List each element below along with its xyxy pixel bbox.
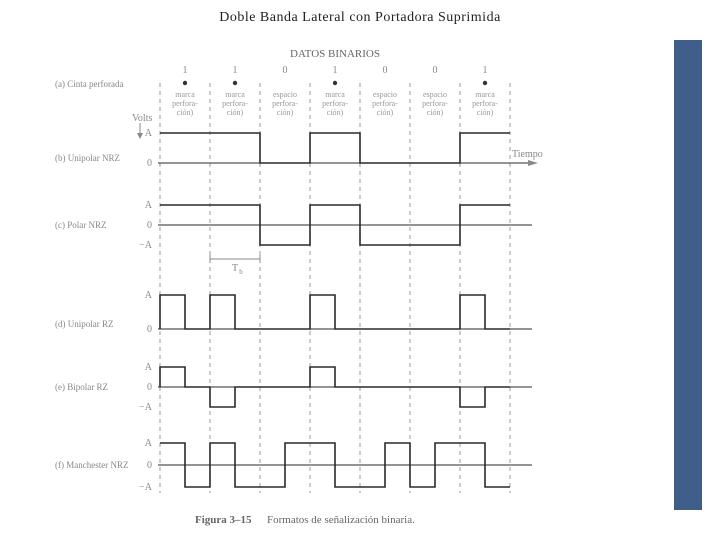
- svg-text:(c) Polar NRZ: (c) Polar NRZ: [55, 220, 107, 230]
- svg-text:(d) Unipolar RZ: (d) Unipolar RZ: [55, 319, 114, 329]
- svg-text:(e) Bipolar RZ: (e) Bipolar RZ: [55, 382, 108, 392]
- svg-text:0: 0: [433, 65, 438, 76]
- svg-text:1: 1: [183, 65, 188, 76]
- svg-text:ción): ción): [227, 108, 244, 117]
- svg-text:1: 1: [233, 65, 238, 76]
- svg-text:marca: marca: [175, 90, 195, 99]
- svg-text:1: 1: [483, 65, 488, 76]
- svg-text:ción): ción): [477, 108, 494, 117]
- svg-text:perfora-: perfora-: [272, 99, 298, 108]
- svg-text:(b) Unipolar NRZ: (b) Unipolar NRZ: [55, 153, 120, 163]
- svg-text:perfora-: perfora-: [422, 99, 448, 108]
- svg-text:perfora-: perfora-: [472, 99, 498, 108]
- svg-text:A: A: [145, 128, 153, 139]
- signal-formats-svg: DATOS BINARIOS 1 1 0 1 0 0 1 (a) Cinta perforada…: [45, 45, 605, 530]
- svg-text:ción): ción): [327, 108, 344, 117]
- svg-text:espacio: espacio: [423, 90, 447, 99]
- svg-text:A: A: [145, 200, 153, 211]
- svg-text:perfora-: perfora-: [222, 99, 248, 108]
- svg-text:−A: −A: [139, 482, 153, 493]
- svg-text:ción): ción): [377, 108, 394, 117]
- svg-text:(f) Manchester NRZ: (f) Manchester NRZ: [55, 460, 128, 470]
- svg-text:Tiempo: Tiempo: [512, 149, 543, 160]
- signal-formats-figure: DATOS BINARIOS 1 1 0 1 0 0 1 (a) Cinta perforada…: [45, 45, 605, 530]
- svg-text:1: 1: [333, 65, 338, 76]
- svg-text:−A: −A: [139, 240, 153, 251]
- svg-text:DATOS BINARIOS: DATOS BINARIOS: [290, 48, 380, 60]
- svg-text:espacio: espacio: [273, 90, 297, 99]
- svg-text:ción): ción): [277, 108, 294, 117]
- svg-text:Formatos de señalización binar: Formatos de señalización binaria.: [267, 514, 415, 526]
- svg-text:perfora-: perfora-: [172, 99, 198, 108]
- svg-text:A: A: [145, 362, 153, 373]
- svg-text:perfora-: perfora-: [322, 99, 348, 108]
- svg-text:ción): ción): [177, 108, 194, 117]
- svg-text:T: T: [232, 263, 238, 274]
- svg-text:0: 0: [147, 220, 152, 231]
- svg-text:0: 0: [283, 65, 288, 76]
- svg-text:marca: marca: [225, 90, 245, 99]
- slide-accent-bar: [674, 40, 702, 510]
- svg-text:0: 0: [147, 460, 152, 471]
- svg-text:perfora-: perfora-: [372, 99, 398, 108]
- svg-text:b: b: [239, 268, 243, 276]
- svg-text:A: A: [145, 290, 153, 301]
- svg-text:−A: −A: [139, 402, 153, 413]
- svg-text:0: 0: [147, 158, 152, 169]
- svg-text:A: A: [145, 438, 153, 449]
- svg-text:0: 0: [147, 382, 152, 393]
- svg-text:marca: marca: [475, 90, 495, 99]
- page-title: Doble Banda Lateral con Portadora Suprim…: [0, 10, 720, 26]
- svg-text:Volts: Volts: [132, 113, 152, 124]
- svg-text:0: 0: [147, 324, 152, 335]
- svg-text:Figura 3–15: Figura 3–15: [195, 514, 252, 526]
- svg-text:(a) Cinta perforada: (a) Cinta perforada: [55, 79, 123, 89]
- svg-text:marca: marca: [325, 90, 345, 99]
- svg-text:espacio: espacio: [373, 90, 397, 99]
- svg-text:ción): ción): [427, 108, 444, 117]
- svg-text:0: 0: [383, 65, 388, 76]
